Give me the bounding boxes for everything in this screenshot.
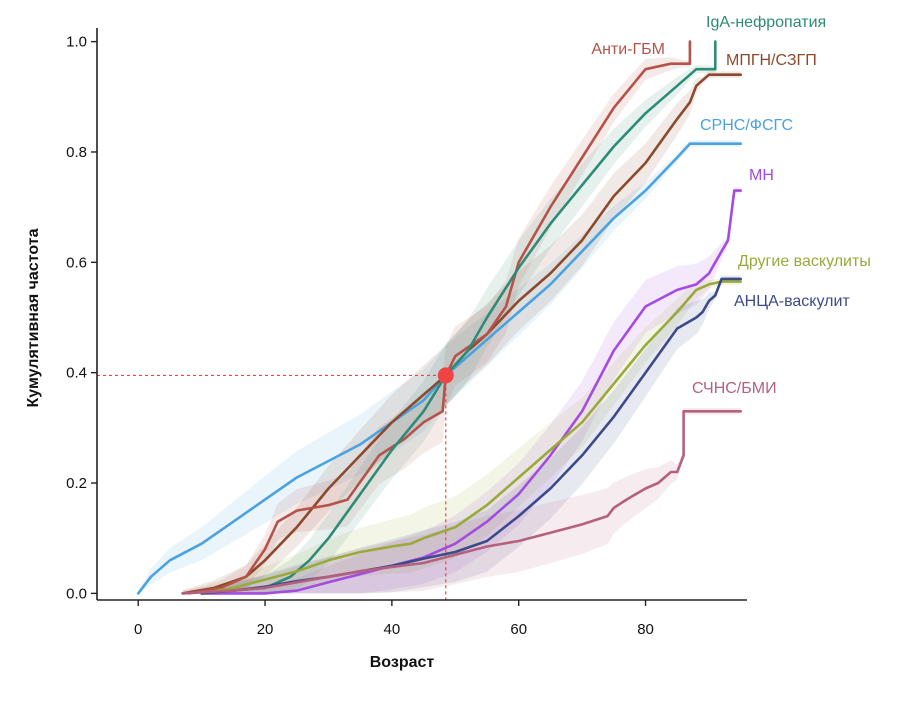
x-tick-label: 60: [510, 621, 527, 638]
series-lines: [136, 40, 742, 595]
y-tick-label: 0.2: [66, 475, 87, 492]
band-счнс-бми: [182, 407, 741, 594]
series-labels: СРНС/ФСГС МПГН/СЗГП Анти-ГБМ IgA-нефропатия…: [591, 14, 870, 397]
series-label-другие-васкулиты: Другие васкулиты: [738, 253, 871, 270]
x-tick-label: 40: [384, 621, 401, 638]
y-tick-label: 0.4: [66, 365, 87, 382]
series-label-анти-гбм: Анти-ГБМ: [591, 41, 665, 58]
series-label-счнс-бми: СЧНС/БМИ: [692, 380, 777, 397]
series-label-мн: МН: [749, 167, 774, 184]
highlight-guides: [97, 374, 447, 600]
y-tick-label: 1.0: [66, 34, 87, 51]
series-line-другие-васкулиты: [200, 280, 742, 595]
x-tick-label: 20: [257, 621, 274, 638]
y-axis-title: Кумулятивная частота: [25, 228, 42, 407]
series-label-мпгн-сзгп: МПГН/СЗГП: [726, 52, 817, 69]
x-axis-title: Возраст: [370, 654, 435, 671]
axes: 0.0 0.2 0.4 0.6 0.8 1.0 0 20 40 60 80: [66, 28, 747, 638]
confidence-bands: [138, 41, 741, 594]
highlight-point: [437, 367, 454, 384]
band-другие-васкулиты: [201, 278, 741, 594]
x-tick-label: 80: [637, 621, 654, 638]
series-line-мн: [200, 189, 742, 595]
series-line-счнс-бми: [181, 410, 742, 595]
y-tick-label: 0.8: [66, 144, 87, 161]
series-line-срнс-фсгс: [136, 142, 742, 595]
y-tick-label: 0.0: [66, 585, 87, 602]
x-tick-label: 0: [134, 621, 142, 638]
series-label-iga-нефропатия: IgA-нефропатия: [706, 14, 826, 31]
band-мпгн-сзгп: [182, 71, 741, 594]
band-анти-гбм: [188, 41, 690, 594]
band-срнс-фсгс: [138, 140, 741, 594]
series-label-срнс-фсгс: СРНС/ФСГС: [700, 117, 793, 134]
series-label-анца-васкулит: АНЦА-васкулит: [734, 293, 850, 310]
band-мн: [201, 187, 741, 594]
band-анца-васкулит: [201, 275, 741, 594]
y-tick-label: 0.6: [66, 254, 87, 271]
